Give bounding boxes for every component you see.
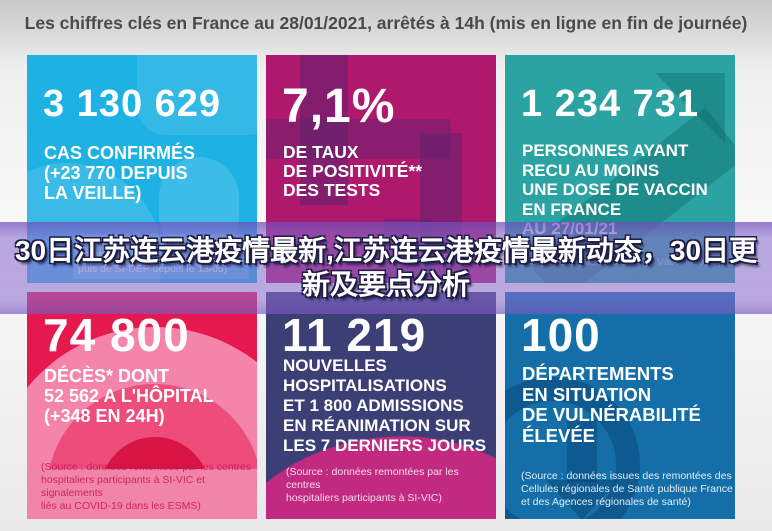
down-arrow-head-icon bbox=[546, 480, 618, 519]
decorative-bar bbox=[300, 55, 348, 205]
headline-overlay: 30日江苏连云港疫情最新,江苏连云港疫情最新动态，30日更 新及要点分析 bbox=[0, 222, 772, 314]
stat-value: 74 800 bbox=[43, 309, 190, 361]
stat-value: 3 130 629 bbox=[43, 83, 222, 125]
stat-label: DÉPARTEMENTS EN SITUATION DE VULNÉRABILI… bbox=[522, 363, 701, 446]
tile-deces: 74 800 DÉCÈS* DONT 52 562 A L'HÔPITAL (+… bbox=[27, 292, 257, 519]
decorative-bar bbox=[266, 119, 451, 159]
stat-source: (Source : données issues des remontées d… bbox=[521, 470, 733, 508]
stat-label: DÉCÈS* DONT 52 562 A L'HÔPITAL (+348 EN … bbox=[44, 366, 214, 426]
stat-value: 100 bbox=[521, 309, 601, 361]
stat-value: 11 219 bbox=[282, 309, 427, 361]
stat-source: (Source : données remontées par les cent… bbox=[41, 461, 252, 512]
trend-arrowhead-icon bbox=[655, 73, 725, 143]
page-title: Les chiffres clés en France au 28/01/202… bbox=[24, 13, 748, 33]
stat-label: NOUVELLES HOSPITALISATIONS ET 1 800 ADMI… bbox=[283, 356, 487, 455]
stat-label: CAS CONFIRMÉS (+23 770 DEPUIS LA VEILLE) bbox=[44, 143, 196, 203]
stat-value: 1 234 731 bbox=[521, 83, 700, 125]
headline-line1: 30日江苏连云港疫情最新,江苏连云港疫情最新动态，30日更 bbox=[14, 235, 758, 266]
headline-line2: 新及要点分析 bbox=[301, 269, 470, 300]
down-arrow-bar-icon bbox=[567, 420, 597, 482]
decorative-rounded-rect bbox=[137, 55, 257, 135]
stat-source: (Source : données remontées par les cent… bbox=[286, 466, 459, 504]
tile-hospitalisations: 11 219 NOUVELLES HOSPITALISATIONS ET 1 8… bbox=[266, 292, 496, 519]
source-band bbox=[27, 469, 257, 519]
stat-label: DE TAUX DE POSITIVITÉ** DES TESTS bbox=[283, 142, 423, 200]
tile-departements-vulnerabilite: 100 DÉPARTEMENTS EN SITUATION DE VULNÉRA… bbox=[505, 292, 735, 519]
stat-value: 7,1% bbox=[282, 80, 396, 133]
